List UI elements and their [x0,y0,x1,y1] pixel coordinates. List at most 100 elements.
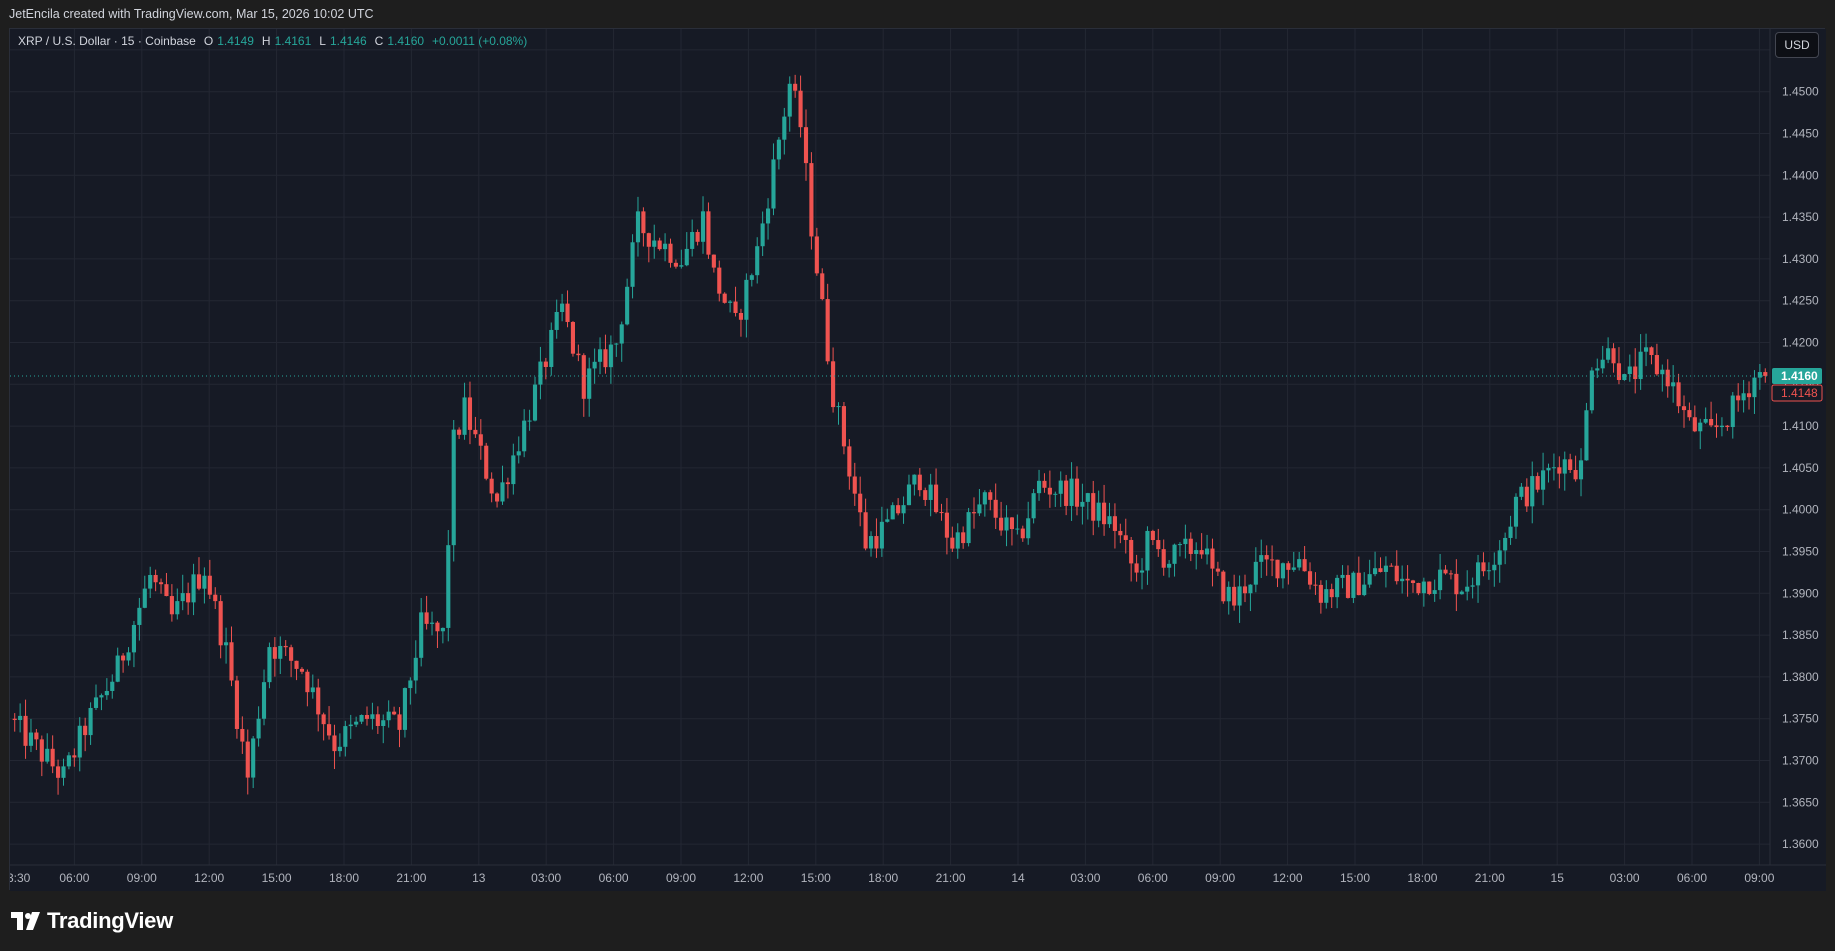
currency-button[interactable]: USD [1775,32,1819,58]
candle-body [852,476,857,494]
candle-body [1736,395,1741,401]
candle-body [321,714,326,725]
candle-body [224,642,229,646]
price-tick-label: 1.4300 [1782,252,1819,266]
attribution-text: JetEncila created with TradingView.com, … [9,7,374,21]
candle-body [1578,460,1584,480]
candle-body [982,492,987,505]
candle-body [831,361,836,408]
candle-body [614,343,619,345]
candle-body [679,265,684,267]
candle-body [392,711,397,715]
time-tick-label: 09:00 [1744,871,1774,885]
candle-body [1763,372,1768,376]
candle-body [1096,502,1101,521]
time-tick-label: 18:00 [1407,871,1437,885]
candle-body [1535,476,1540,490]
candle-body [1497,550,1502,565]
candles [10,74,1770,795]
price-tick-label: 1.4050 [1782,461,1819,475]
candle-body [744,279,749,320]
candle-body [489,478,494,494]
time-tick-label: 15 [1551,871,1565,885]
candle-body [554,311,559,330]
candle-body [803,127,809,164]
time-tick-label: 12:00 [1273,871,1303,885]
candle-body [354,721,359,725]
candle-body [234,680,239,729]
candle-body [1107,516,1112,525]
candle-body [1741,393,1746,401]
candle-body [419,612,424,658]
price-tick-label: 1.3650 [1782,795,1819,809]
candle-body [760,223,765,247]
candle-body [1692,417,1697,432]
candle-body [1546,467,1551,471]
grid-lines [10,29,1770,865]
candle-body [429,622,435,624]
candle-body [272,647,277,659]
candle-body [1351,572,1356,598]
candle-body [1584,410,1589,461]
candle-body [896,505,901,514]
candle-body [364,714,370,719]
candlestick-chart[interactable]: 1.3600 1.3650 1.3700 1.3750 1.3800 1.3850 1.39… [10,29,1826,891]
candle-body [473,429,478,435]
candle-body [879,521,884,549]
candle-body [56,766,61,778]
candle-body [1714,425,1719,428]
candle-body [1177,544,1183,546]
candle-body [1183,538,1188,545]
time-tick-label: 09:00 [127,871,157,885]
candle-body [570,321,576,354]
candle-body [1746,393,1752,398]
open-value: 1.4149 [217,34,254,48]
candle-body [28,732,34,746]
candle-body [793,83,798,91]
brand-name: TradingView [47,908,173,933]
candle-body [1053,493,1058,495]
candle-body [630,242,635,287]
candle-body [191,574,196,603]
candle-body [684,248,689,266]
time-axis-bg [10,865,1826,891]
candle-body [1329,589,1334,598]
candle-body [148,574,153,589]
candle-body [424,612,429,624]
price-tick-label: 1.3800 [1782,670,1819,684]
time-tick-label: 06:00 [1677,871,1707,885]
candle-body [1264,555,1269,560]
candle-body [1698,422,1703,432]
candle-body [1085,493,1090,502]
candle-body [527,420,532,422]
price-tick-label: 1.4250 [1782,294,1819,308]
price-tick-label: 1.4000 [1782,503,1819,517]
chart-frame[interactable]: 1.3600 1.3650 1.3700 1.3750 1.3800 1.3850 1.39… [9,28,1826,891]
time-tick-label: 15:00 [1340,871,1370,885]
candle-body [1129,539,1134,564]
candle-body [1568,459,1573,470]
candle-body [706,211,711,255]
candle-body [1031,493,1036,519]
candle-body [1524,486,1529,507]
candle-body [23,715,28,746]
price-tick-label: 1.3950 [1782,545,1819,559]
candle-body [1459,591,1464,595]
time-tick-label: 09:00 [1205,871,1235,885]
candle-body [121,655,126,661]
candle-body [457,429,462,435]
candle-body [1335,577,1340,598]
price-tick-label: 1.3600 [1782,837,1819,851]
tradingview-logo[interactable]: TradingView [11,908,173,934]
candle-body [261,682,267,719]
candle-body [153,574,158,583]
candle-body [1248,584,1253,594]
candle-body [663,243,668,250]
candle-body [1589,370,1594,411]
candle-body [500,482,505,502]
price-tick-label: 1.3900 [1782,586,1819,600]
candle-body [12,718,17,721]
candle-body [820,273,825,300]
candle-body [1199,550,1204,555]
candle-body [776,139,781,160]
